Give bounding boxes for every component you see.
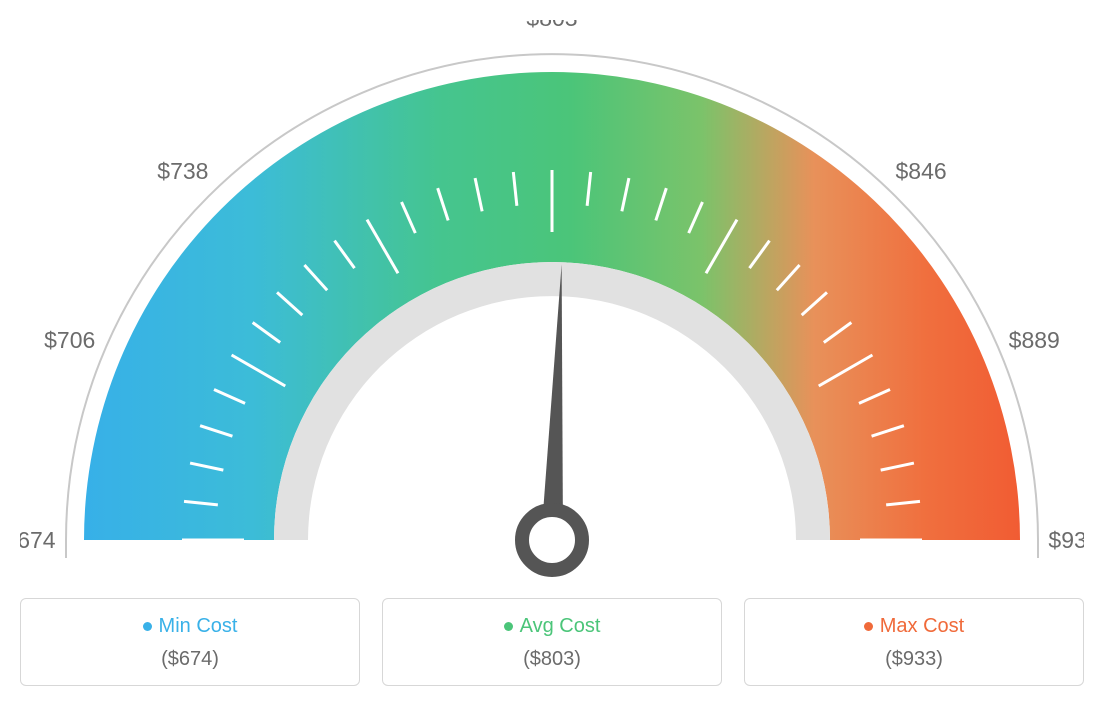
gauge-tick-label: $674 — [20, 527, 56, 553]
legend-row: Min Cost ($674) Avg Cost ($803) Max Cost ($93… — [20, 598, 1084, 686]
legend-title-text: Max Cost — [880, 615, 964, 638]
legend-title-text: Min Cost — [159, 615, 238, 638]
gauge-tick-label: $738 — [157, 158, 208, 184]
legend-card: Min Cost ($674) — [20, 598, 360, 686]
legend-dot-icon — [143, 622, 152, 631]
legend-card: Avg Cost ($803) — [382, 598, 722, 686]
legend-value: ($803) — [395, 648, 709, 671]
legend-card: Max Cost ($933) — [744, 598, 1084, 686]
gauge-hub — [522, 510, 582, 570]
gauge-tick-label: $803 — [526, 20, 577, 31]
gauge-needle — [541, 264, 563, 540]
legend-dot-icon — [864, 622, 873, 631]
legend-dot-icon — [504, 622, 513, 631]
gauge-tick-label: $933 — [1048, 527, 1084, 553]
gauge-svg: $674 $706 $738 $803 $846 $889 $933 — [20, 20, 1084, 580]
legend-title: Max Cost — [864, 615, 964, 638]
legend-value: ($933) — [757, 648, 1071, 671]
gauge-chart: $674 $706 $738 $803 $846 $889 $933 — [20, 20, 1084, 580]
gauge-tick-label: $846 — [896, 158, 947, 184]
legend-title-text: Avg Cost — [520, 615, 601, 638]
legend-value: ($674) — [33, 648, 347, 671]
gauge-tick-label: $706 — [44, 327, 95, 353]
legend-title: Min Cost — [143, 615, 238, 638]
gauge-tick-label: $889 — [1009, 327, 1060, 353]
legend-title: Avg Cost — [504, 615, 601, 638]
